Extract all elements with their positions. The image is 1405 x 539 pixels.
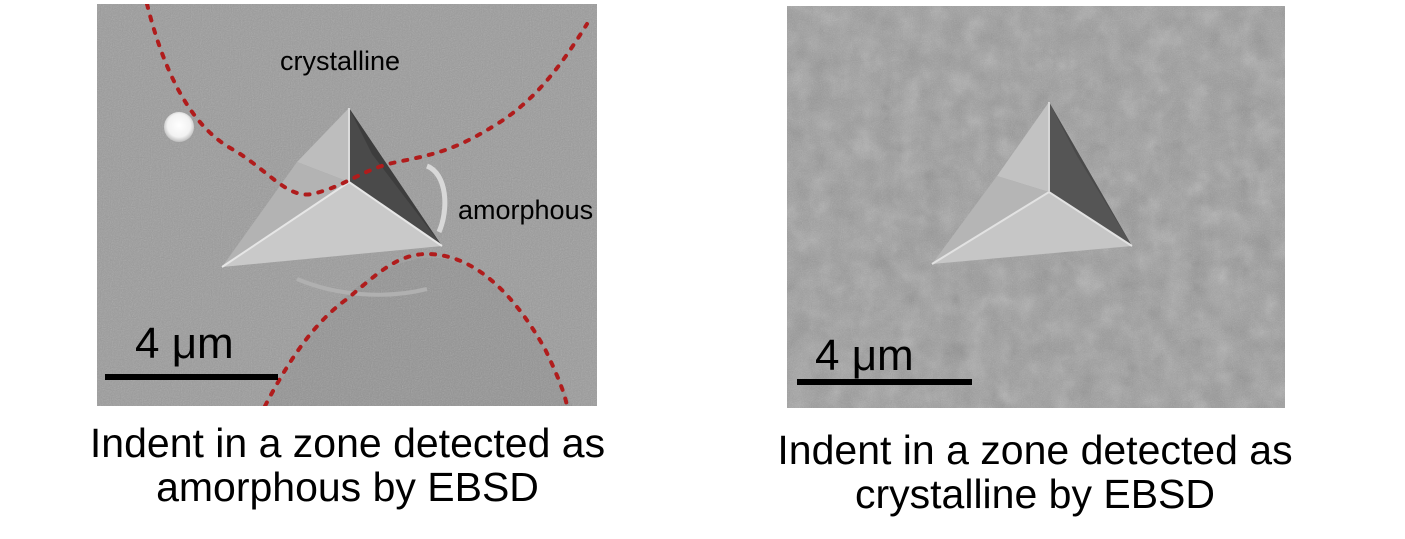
sem-image-amorphous-zone: crystalline amorphous 4 μm <box>97 4 597 406</box>
left-panel: crystalline amorphous 4 μm Indent in a z… <box>0 0 700 539</box>
caption-right-line1: Indent in a zone detected as <box>777 427 1293 473</box>
right-panel: 4 μm Indent in a zone detected as crysta… <box>700 0 1405 539</box>
caption-right: Indent in a zone detected as crystalline… <box>700 428 1370 516</box>
caption-left-line1: Indent in a zone detected as <box>89 420 606 466</box>
scale-bar <box>105 374 278 380</box>
caption-left: Indent in a zone detected as amorphous b… <box>0 421 695 509</box>
label-amorphous: amorphous <box>458 195 594 225</box>
sem-image-crystalline-zone: 4 μm <box>787 6 1285 408</box>
scale-bar-label: 4 μm <box>815 331 914 380</box>
caption-right-line2: crystalline by EBSD <box>854 471 1215 517</box>
sem-micrograph <box>97 4 597 406</box>
caption-left-line2: amorphous by EBSD <box>156 464 539 510</box>
scale-bar <box>797 379 972 385</box>
label-crystalline: crystalline <box>280 46 401 76</box>
scale-bar-label: 4 μm <box>135 319 234 368</box>
particle <box>164 112 194 142</box>
sem-micrograph <box>787 6 1285 408</box>
